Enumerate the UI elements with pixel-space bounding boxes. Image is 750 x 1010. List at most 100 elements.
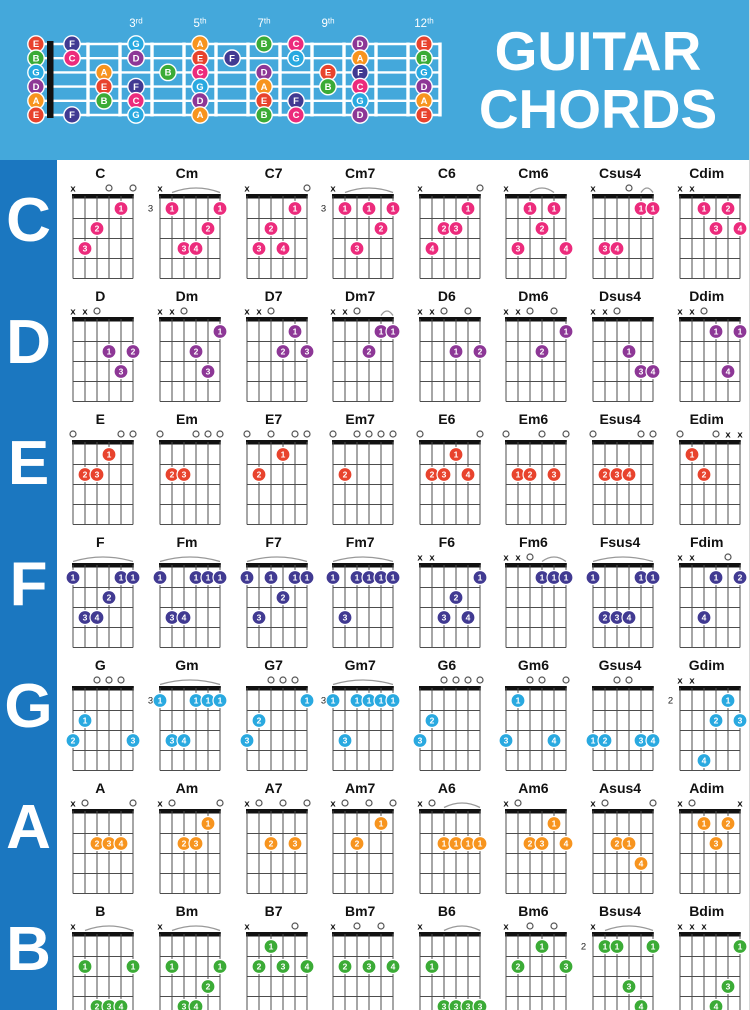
open-string-marker [365,430,373,438]
chord-nut [158,809,221,814]
finger-dot: 2 [373,220,389,237]
svg-text:4: 4 [95,613,100,623]
finger-dot: 2 [424,466,440,483]
open-string-marker [464,307,472,315]
finger-dot: 3 [274,958,291,975]
svg-text:1: 1 [701,819,706,829]
svg-text:1: 1 [713,327,718,337]
svg-text:1: 1 [83,716,88,726]
chord-name: Am7 [345,780,376,796]
svg-text:A: A [33,96,40,107]
finger-dot: 1 [337,200,353,217]
svg-text:2: 2 [343,470,348,480]
svg-text:1: 1 [713,573,718,583]
finger-dot: 1 [448,446,464,463]
chord-grid-svg: x x 1 1 4 [677,307,748,402]
finger-dot: 2 [262,220,279,237]
finger-dot: 4 [633,855,649,872]
chord-nut [592,932,654,937]
chord-name: Fsus4 [599,534,641,550]
chord-nut [332,563,394,568]
svg-text:E: E [325,68,331,79]
chord-diagram-Gm6: Gm6 1 3 4 [490,652,577,775]
muted-string-marker: x [504,799,510,810]
muted-string-marker: x [689,307,695,318]
chord-name: Ddim [689,288,725,304]
svg-text:1: 1 [737,942,742,952]
chord-grid-svg: x13 3 3 3 [417,922,488,1010]
chord-grid-svg: 23 [412,676,484,771]
open-string-marker [93,307,101,315]
chord-name: E [95,411,105,427]
finger-dot: 1 [696,815,712,832]
finger-dot: 4 [385,958,401,975]
finger-dot: 3 [510,240,527,257]
finger-dot: 1 [274,446,291,463]
chord-diagram-G7: G7 1 2 3 [230,652,317,775]
chord-diagram-C7: C7 x 1 2 3 4 [230,160,317,283]
finger-dot: 2 [708,712,724,729]
svg-text:1: 1 [379,819,384,829]
chord-nut [332,317,394,322]
chord-name: Fm [176,534,198,550]
barre-curve [159,679,221,686]
finger-dot: 1 [645,569,661,586]
chord-nut [592,194,654,199]
chord-grid-svg: x x 13 4 [590,307,661,402]
muted-string-marker: x [331,799,337,810]
note-dot-B-open: B [27,49,45,68]
chord-nut [418,809,481,814]
chord-name: Am [175,780,199,796]
open-string-marker [290,430,299,438]
finger-dot: 3 [337,732,353,749]
chord-nut [72,563,135,568]
finger-dot: 1 [732,938,748,955]
open-string-marker [649,430,657,438]
svg-text:1: 1 [564,573,569,583]
chord-nut [592,563,654,568]
svg-text:F: F [357,68,363,79]
note-dot-E-open: E [27,106,45,124]
svg-text:2: 2 [615,839,620,849]
svg-text:1: 1 [218,573,223,583]
svg-text:1: 1 [552,573,557,583]
finger-dot: 2 [274,589,291,606]
svg-text:1: 1 [268,573,273,583]
svg-text:G: G [292,53,299,64]
chord-nut [332,686,394,691]
chord-diagram-Asus4: Asus4 x 2 1 4 [577,775,664,898]
svg-text:G: G [196,82,203,93]
muted-string-marker: x [516,553,522,564]
chord-nut [678,440,741,445]
finger-dot: 1 [262,569,279,586]
svg-text:D: D [261,68,268,79]
chord-nut [678,809,741,814]
barre-curve [640,187,654,193]
chord-nut [592,686,654,691]
chord-name: Dm [175,288,199,304]
chord-diagram-Fm7: Fm7 1 1 1 1 1 3 [317,529,404,652]
svg-text:1: 1 [379,696,384,706]
finger-dot: 2 [522,466,539,483]
muted-string-marker: x [504,553,510,564]
sidebar-letter-D: D [6,307,51,377]
svg-text:3: 3 [95,470,100,480]
open-string-marker [266,307,275,315]
chord-nut [678,194,741,199]
barre-curve [604,925,654,932]
svg-text:1: 1 [218,327,223,337]
barre-curve [443,925,481,932]
svg-text:1: 1 [119,573,124,583]
chord-nut [505,563,568,568]
svg-text:C: C [133,96,140,107]
muted-string-marker: x [504,184,510,195]
chord-name: Cm6 [518,165,549,181]
svg-text:C: C [357,82,364,93]
